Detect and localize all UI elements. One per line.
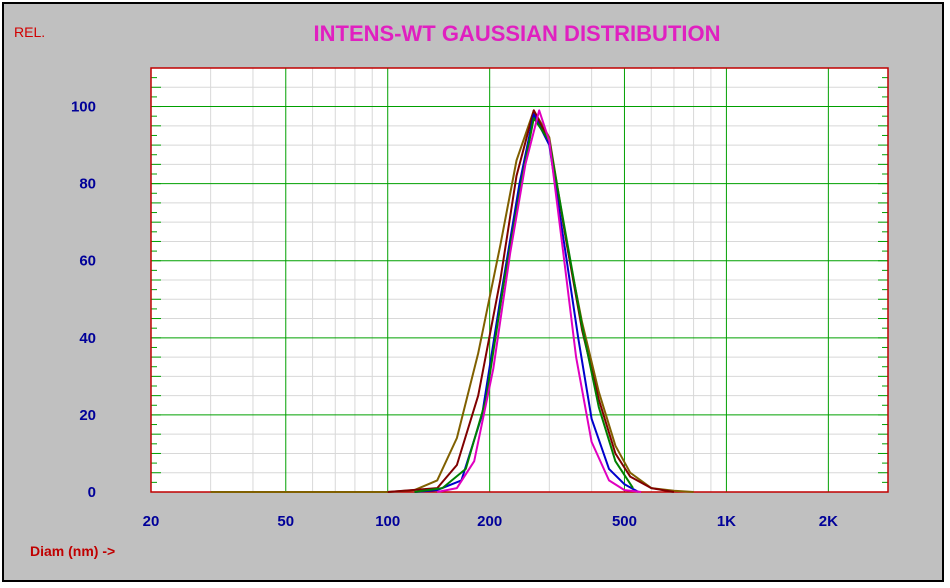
y-tick-label: 60 [79, 253, 96, 270]
series-line [437, 109, 642, 493]
chart-window: INTENS-WT GAUSSIAN DISTRIBUTION REL. Dia… [2, 2, 944, 582]
x-tick-label: 2K [819, 513, 838, 530]
x-tick-label: 1K [717, 513, 736, 530]
x-tick-label: 100 [375, 513, 400, 530]
y-axis-label: REL. [14, 24, 45, 40]
series-line [414, 117, 634, 493]
y-tick-label: 0 [88, 484, 96, 501]
plot-area [150, 67, 889, 493]
y-tick-label: 100 [71, 99, 96, 116]
y-tick-label: 40 [79, 330, 96, 347]
x-tick-label: 500 [612, 513, 637, 530]
x-axis-label: Diam (nm) -> [30, 543, 115, 559]
x-tick-label: 200 [477, 513, 502, 530]
plot-border [150, 67, 889, 493]
y-tick-label: 80 [79, 176, 96, 193]
x-tick-label: 50 [277, 513, 294, 530]
chart: INTENS-WT GAUSSIAN DISTRIBUTION REL. Dia… [14, 21, 889, 559]
y-tick-label: 20 [79, 407, 96, 424]
x-tick-label: 20 [143, 513, 160, 530]
chart-title: INTENS-WT GAUSSIAN DISTRIBUTION [314, 21, 721, 46]
